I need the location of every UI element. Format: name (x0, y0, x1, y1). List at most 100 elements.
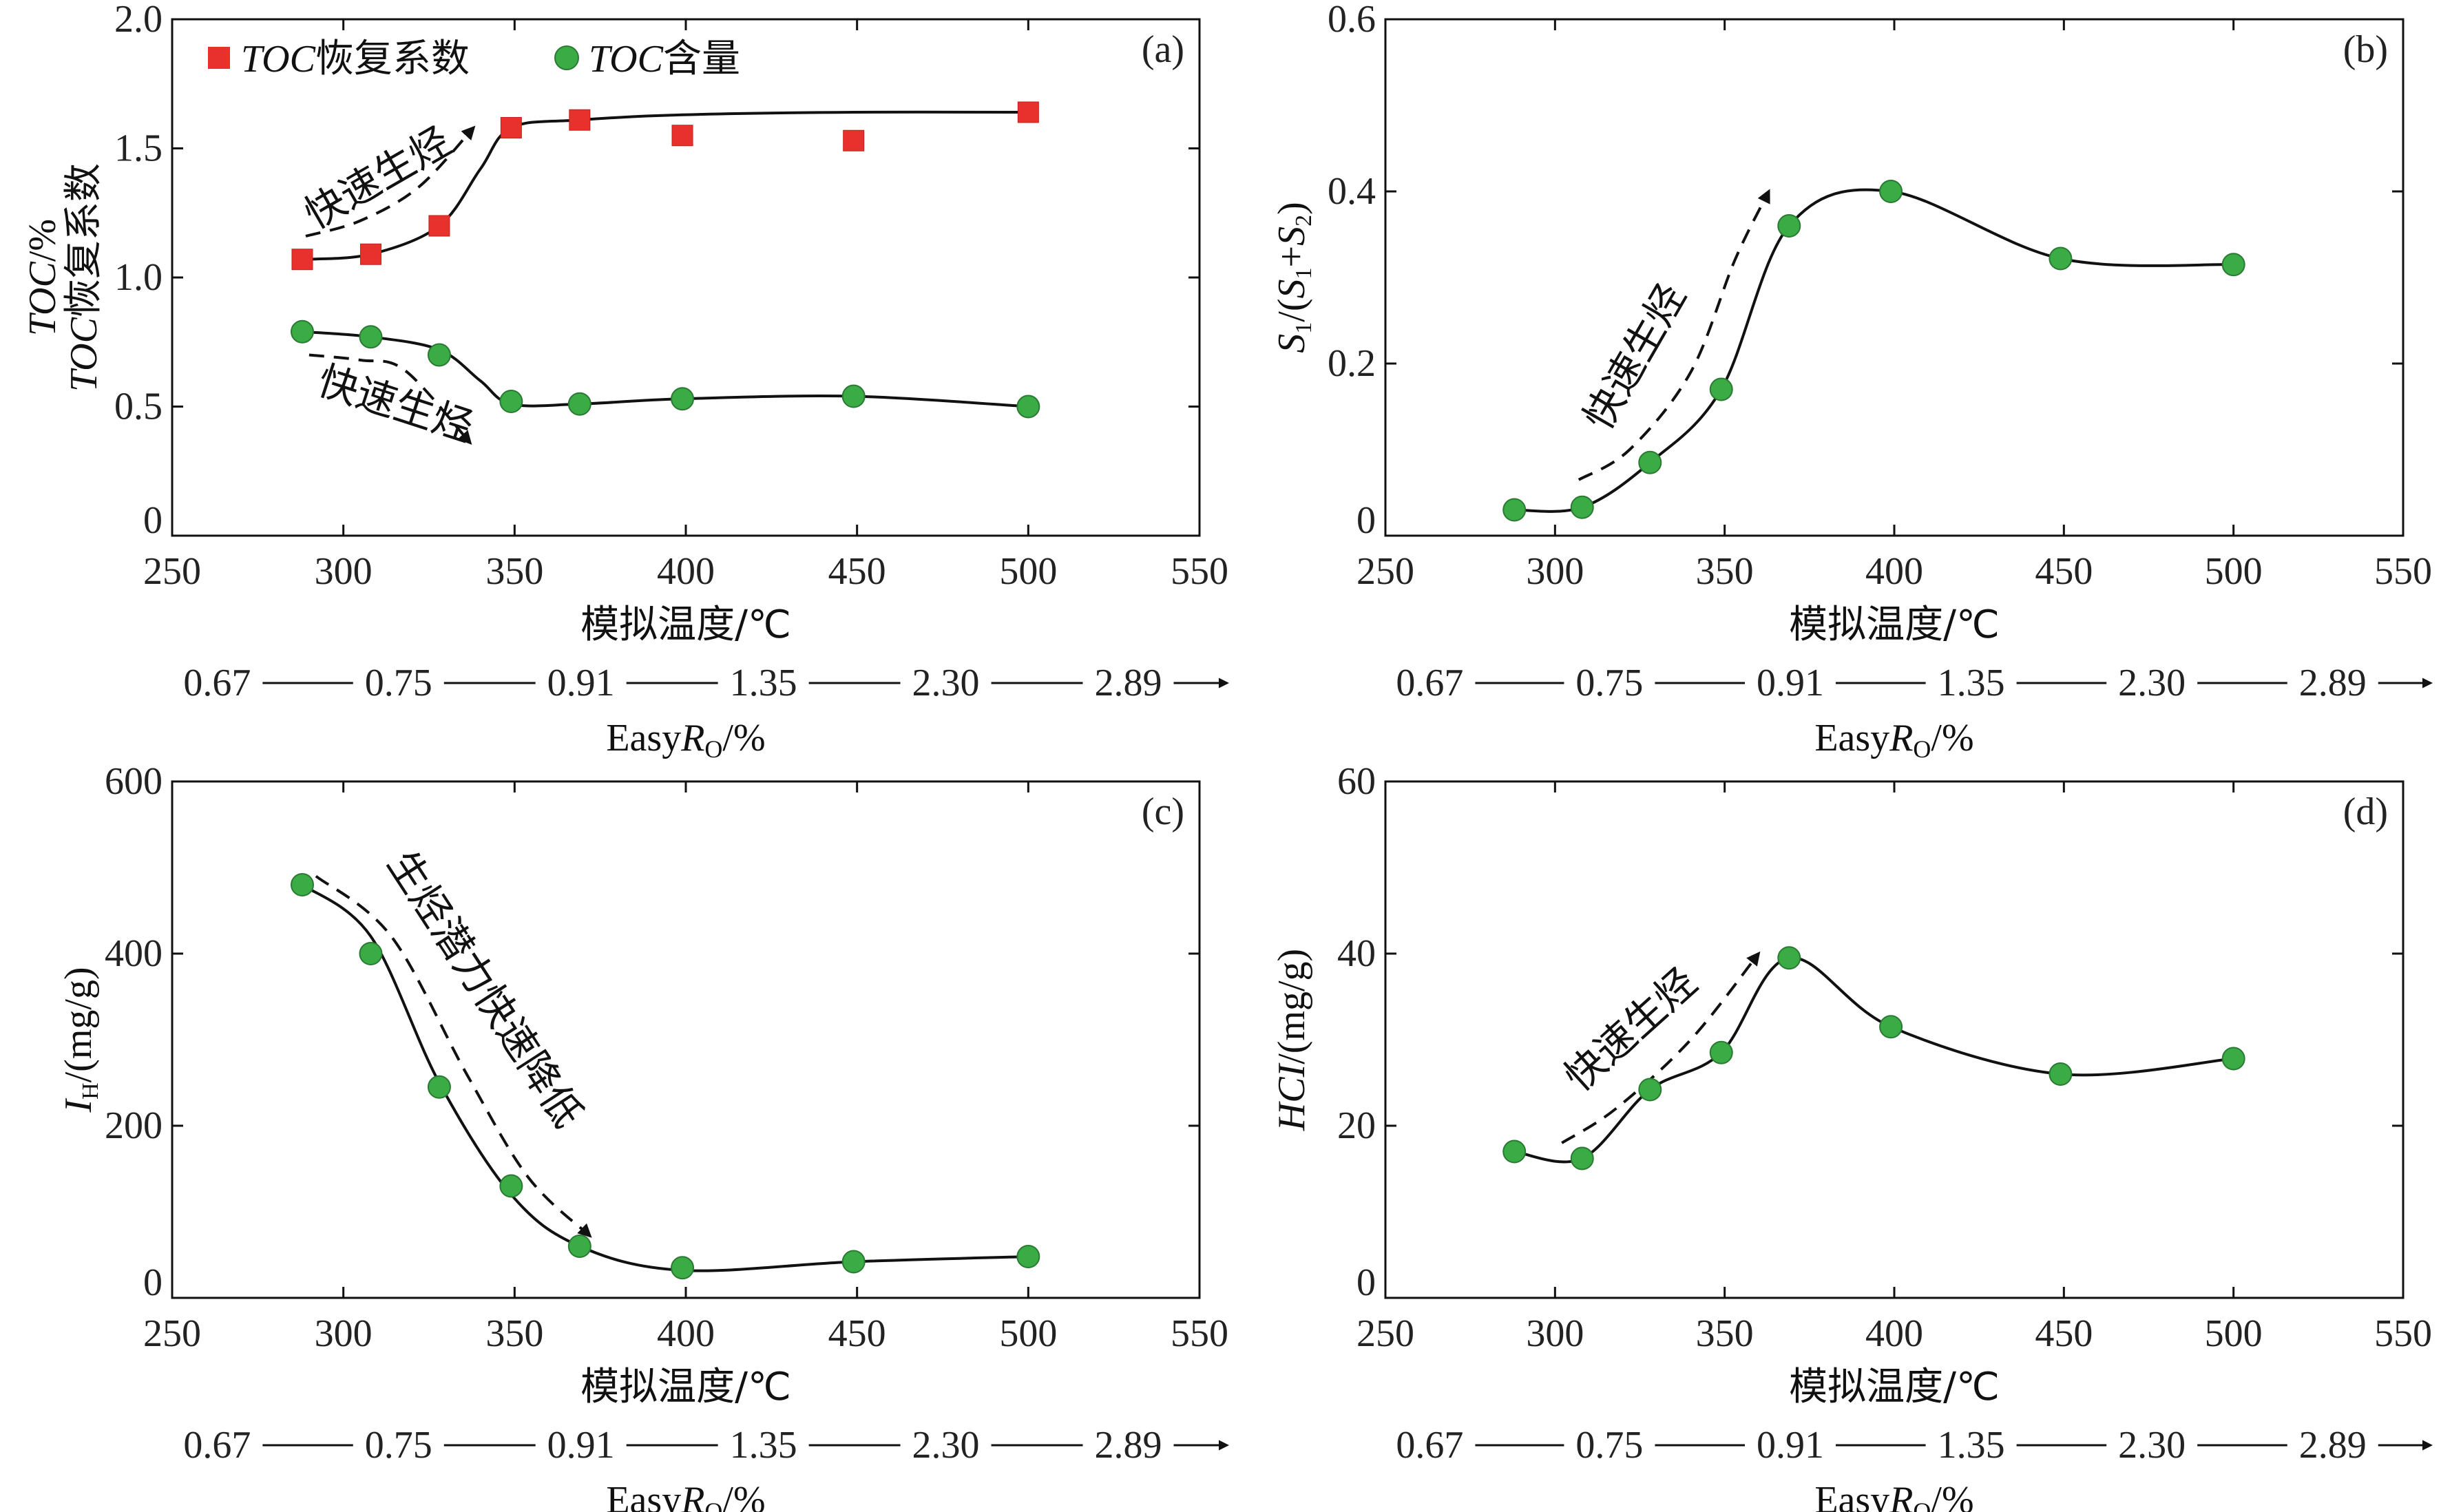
data-point-circle (1502, 1140, 1527, 1164)
data-point-circle (290, 873, 314, 896)
x-axis-label: 模拟温度/℃ (1789, 1365, 2000, 1409)
legend-marker-circle (554, 45, 579, 70)
trend-arrow (315, 874, 592, 1238)
easyro-label-bg (535, 654, 627, 698)
data-point-square (671, 125, 693, 147)
legend-entry: TOC恢复系数 (241, 36, 470, 81)
y-tick-label: 0.6 (1328, 0, 1376, 41)
x-tick-label: 350 (485, 550, 543, 593)
easyro-tick-label: 1.35 (1938, 1424, 2005, 1467)
y-tick-label: 2.0 (114, 0, 163, 41)
x-tick-label: 450 (828, 1312, 886, 1355)
easyro-label-bg (1564, 1416, 1655, 1460)
x-tick-label: 500 (2205, 550, 2263, 593)
data-point-circle (427, 1075, 451, 1099)
easyro-label-bg (1745, 654, 1836, 698)
y-tick-label: 200 (105, 1104, 163, 1147)
y-tick-label: 600 (105, 760, 163, 803)
easyro-label-bg (1925, 654, 2017, 698)
data-point-square (291, 249, 313, 271)
x-tick-label: 500 (999, 1312, 1057, 1355)
data-point-circle (359, 942, 383, 965)
x-tick-label: 400 (1865, 550, 1923, 593)
annotation-label: 生烃潜力快速降低 (379, 843, 592, 1136)
data-point-circle (567, 392, 591, 416)
x-tick-label: 500 (999, 550, 1057, 593)
easyro-tick-label: 0.75 (365, 662, 432, 704)
easyro-label-bg (2106, 654, 2198, 698)
easyro-tick-label: 2.30 (2118, 662, 2186, 704)
easyro-tick-label: 1.35 (1938, 662, 2005, 704)
y-tick-label: 20 (1337, 1104, 1376, 1147)
x-tick-label: 300 (1526, 1312, 1584, 1355)
y-axis-label: S1​/(S1​+S2​) (1270, 202, 1317, 353)
fit-curve (301, 883, 1029, 1272)
x-tick-label: 250 (1356, 1312, 1414, 1355)
easyro-tick-label: 1.35 (730, 662, 797, 704)
easyro-label-bg (900, 1416, 992, 1460)
x-tick-label: 300 (1526, 550, 1584, 593)
x-tick-label: 300 (315, 1312, 373, 1355)
trend-arrow (1578, 189, 1770, 481)
data-point-circle (2049, 246, 2073, 271)
easyro-tick-label: 1.35 (730, 1424, 797, 1467)
easyro-label-bg (717, 654, 809, 698)
trend-arrow (305, 125, 476, 238)
y-tick-label: 1.0 (114, 256, 163, 299)
easyro-tick-label: 0.67 (183, 1424, 251, 1467)
plot-frame (1384, 780, 2405, 1299)
x-tick-label: 400 (657, 1312, 715, 1355)
data-point-square (359, 243, 381, 265)
y-tick-label: 0 (143, 1261, 163, 1304)
annotation-label: 快速生烃 (1555, 958, 1706, 1100)
easyro-label-bg (353, 1416, 444, 1460)
data-point-circle (1016, 395, 1040, 419)
data-point-circle (1777, 946, 1801, 970)
data-point-square (569, 109, 591, 131)
trend-arrow (1561, 951, 1761, 1144)
trend-arrow (308, 353, 472, 445)
y-tick-label: 0 (1356, 499, 1376, 542)
chart-panel-d: 250 300 350 400 450 500 550 0 20 40 60 (d) 模拟温度/℃ 0.6… (1270, 760, 2433, 1512)
easyro-label-bg (353, 654, 444, 698)
easyro-tick-label: 2.89 (2299, 662, 2367, 704)
easyro-tick-label: 0.91 (1757, 1424, 1824, 1467)
easyro-tick-label: 0.67 (183, 662, 251, 704)
easyro-label-bg (1384, 1416, 1476, 1460)
easyro-tick-label: 2.30 (912, 662, 980, 704)
easyro-tick-label: 0.91 (1757, 662, 1824, 704)
easyro-label-bg (1925, 1416, 2017, 1460)
data-point-circle (841, 1250, 866, 1274)
data-point-circle (671, 1256, 695, 1280)
data-point-square (843, 129, 865, 151)
x-tick-label: 550 (2374, 1312, 2432, 1355)
x-axis-label: 模拟温度/℃ (580, 602, 791, 647)
y-tick-label: 0.5 (114, 386, 163, 428)
easyro-label-bg (2287, 654, 2378, 698)
chart-panel-a: 250 300 350 400 450 500 550 0 0.5 1.0 1.5 2.0 (a) 模拟温… (21, 0, 1229, 763)
easyro-label-bg (535, 1416, 627, 1460)
easyro-tick-label: 0.75 (1575, 662, 1643, 704)
easyro-axis-label: EasyRO/% (606, 1479, 765, 1512)
easyro-tick-label: 0.91 (547, 662, 615, 704)
x-tick-label: 550 (1171, 1312, 1228, 1355)
data-point-circle (1638, 450, 1662, 474)
annotation-label: 快速生烃 (313, 357, 479, 450)
easyro-tick-label: 0.75 (365, 1424, 432, 1467)
easyro-label-bg (717, 1416, 809, 1460)
easyro-tick-label: 2.89 (2299, 1424, 2367, 1467)
data-point-circle (671, 387, 695, 411)
data-point-circle (567, 1235, 591, 1258)
easyro-axis-label: EasyRO/% (606, 717, 765, 763)
easyro-label-bg (2287, 1416, 2378, 1460)
y-tick-label: 1.5 (114, 127, 163, 170)
easyro-label-bg (1745, 1416, 1836, 1460)
easyro-tick-label: 2.30 (2118, 1424, 2186, 1467)
easyro-tick-label: 0.75 (1575, 1424, 1643, 1467)
data-point-circle (1570, 1146, 1594, 1170)
y-tick-label: 0.2 (1328, 342, 1376, 385)
easyro-label-bg (1384, 654, 1476, 698)
x-tick-label: 400 (657, 550, 715, 593)
data-point-circle (1879, 1015, 1903, 1039)
